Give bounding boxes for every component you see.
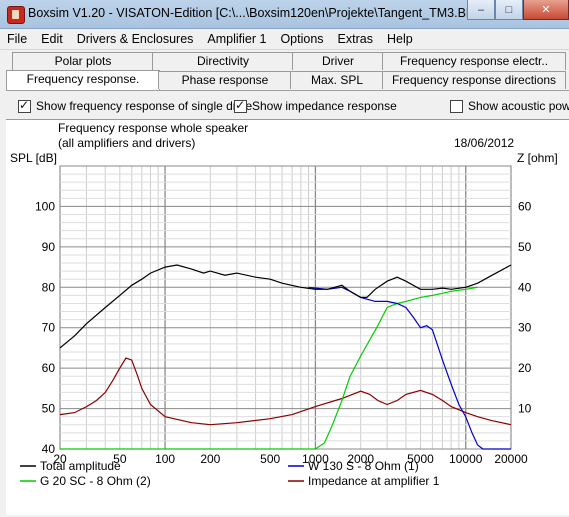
menu-bar: File Edit Drivers & Enclosures Amplifier… xyxy=(0,29,569,50)
x-tick-label: 2000 xyxy=(347,452,374,466)
legend-label: Total amplitude xyxy=(40,459,121,473)
y-tick-label: 70 xyxy=(42,321,56,335)
window-title: Boxsim V1.20 - VISATON-Edition [C:\...\B… xyxy=(28,6,484,20)
chart-subtitle: (all amplifiers and drivers) xyxy=(58,136,195,150)
menu-extras[interactable]: Extras xyxy=(337,32,373,46)
options-row: Show frequency response of single drive … xyxy=(6,95,569,117)
single-drive-checkbox[interactable]: Show frequency response of single drive xyxy=(18,98,253,113)
legend-label: Impedance at amplifier 1 xyxy=(308,474,440,488)
menu-options[interactable]: Options xyxy=(280,32,324,46)
app-icon[interactable] xyxy=(7,6,25,24)
x-tick-label: 100 xyxy=(155,452,175,466)
y2-axis-label: Z [ohm] xyxy=(517,151,558,165)
maximize-button[interactable]: □ xyxy=(495,0,523,20)
tab-content: Show frequency response of single drive … xyxy=(6,90,569,515)
menu-edit[interactable]: Edit xyxy=(41,32,63,46)
checkbox-box[interactable] xyxy=(18,98,31,113)
y2-tick-label: 30 xyxy=(518,321,532,335)
x-tick-label: 20 xyxy=(53,452,67,466)
y2-tick-label: 20 xyxy=(518,361,532,375)
window-controls: – □ ✕ xyxy=(467,0,569,20)
legend-label: G 20 SC - 8 Ohm (2) xyxy=(40,474,151,488)
series-line-2 xyxy=(308,286,511,450)
close-button[interactable]: ✕ xyxy=(523,0,569,20)
menu-help[interactable]: Help xyxy=(386,32,413,46)
tab-max-spl[interactable]: Max. SPL xyxy=(290,71,384,89)
y2-tick-label: 40 xyxy=(518,280,532,294)
title-bar[interactable]: Boxsim V1.20 - VISATON-Edition [C:\...\B… xyxy=(0,0,569,29)
chart-date: 18/06/2012 xyxy=(454,136,514,150)
x-tick-label: 500 xyxy=(260,452,280,466)
x-tick-label: 200 xyxy=(200,452,220,466)
chart-title: Frequency response whole speaker xyxy=(58,121,248,135)
frequency-response-chart: Frequency response whole speaker(all amp… xyxy=(10,121,558,488)
tab-frequency-response[interactable]: Frequency response. xyxy=(6,70,160,90)
tab-strip: Polar plots Directivity Driver Frequency… xyxy=(0,50,569,90)
x-tick-label: 10000 xyxy=(449,452,483,466)
y2-tick-label: 60 xyxy=(518,199,532,213)
y-tick-label: 80 xyxy=(42,280,56,294)
impedance-checkbox[interactable]: Show impedance response xyxy=(234,98,397,113)
y-axis-label: SPL [dB] xyxy=(10,151,57,165)
y2-tick-label: 50 xyxy=(518,240,532,254)
tab-frequency-response-electr[interactable]: Frequency response electr.. xyxy=(382,52,566,70)
checkbox-box[interactable] xyxy=(450,99,463,113)
y-tick-label: 40 xyxy=(42,442,56,456)
plot-area xyxy=(59,165,512,450)
tab-polar-plots[interactable]: Polar plots xyxy=(12,52,154,70)
tab-directivity[interactable]: Directivity xyxy=(152,52,294,70)
checkbox-box[interactable] xyxy=(234,98,247,113)
chart-panel: Frequency response whole speaker (all amp… xyxy=(6,119,569,515)
y-tick-label: 90 xyxy=(42,240,56,254)
tab-frequency-response-directions[interactable]: Frequency response directions xyxy=(382,71,566,89)
y2-tick-label: 10 xyxy=(518,402,532,416)
minimize-button[interactable]: – xyxy=(467,0,495,20)
menu-file[interactable]: File xyxy=(7,32,28,46)
impedance-label: Show impedance response xyxy=(252,99,397,113)
acoustic-power-checkbox[interactable]: Show acoustic pow xyxy=(450,99,569,113)
x-tick-label: 50 xyxy=(113,452,127,466)
acoustic-power-label: Show acoustic pow xyxy=(468,99,569,113)
menu-drivers-enclosures[interactable]: Drivers & Enclosures xyxy=(76,32,194,46)
y-tick-label: 100 xyxy=(35,199,55,213)
y-tick-label: 50 xyxy=(42,402,56,416)
x-tick-label: 20000 xyxy=(494,452,528,466)
y-tick-label: 60 xyxy=(42,361,56,375)
single-drive-label: Show frequency response of single drive xyxy=(36,99,253,113)
series-line-1 xyxy=(59,264,512,349)
tab-phase-response[interactable]: Phase response xyxy=(158,71,292,89)
series-line-4 xyxy=(59,357,512,426)
x-tick-label: 1000 xyxy=(302,452,329,466)
legend-label: W 130 S - 8 Ohm (1) xyxy=(308,459,419,473)
tab-driver[interactable]: Driver xyxy=(292,52,384,70)
x-tick-label: 5000 xyxy=(407,452,434,466)
series-line-3 xyxy=(60,286,478,450)
menu-amplifier[interactable]: Amplifier 1 xyxy=(207,32,267,46)
